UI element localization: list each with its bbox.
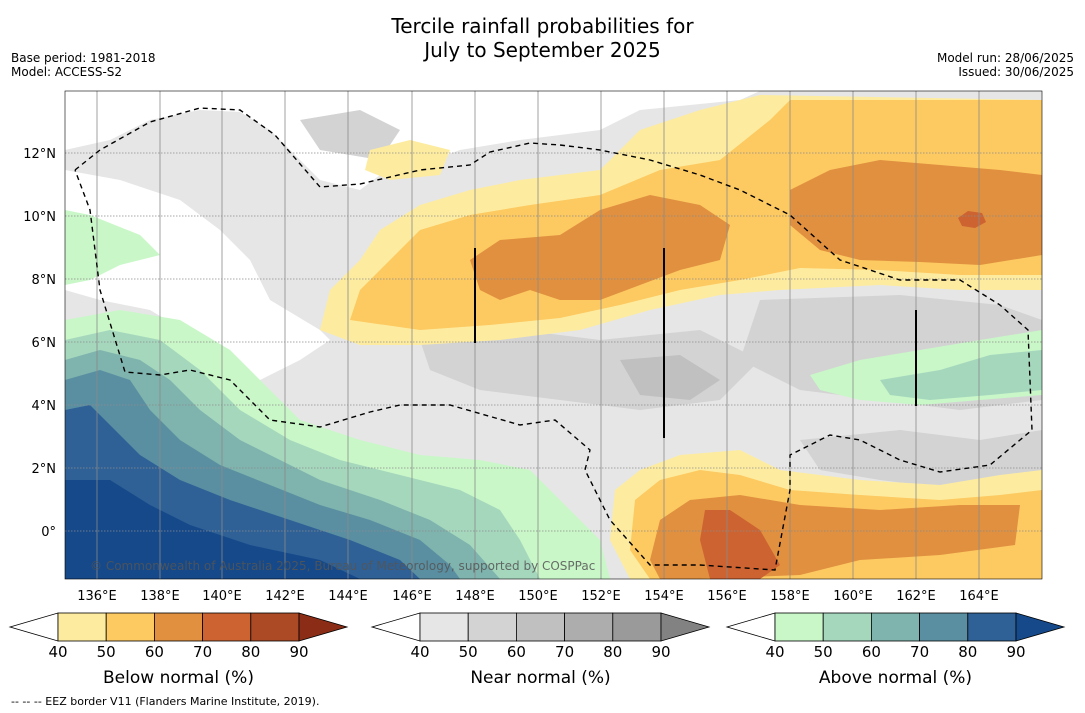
copyright-text: © Commonwealth of Australia 2025, Bureau…	[90, 559, 595, 573]
model-info: Base period: 1981-2018 Model: ACCESS-S2	[11, 51, 156, 79]
colorbar-tick-label: 80	[603, 643, 623, 661]
below-normal-40-north-west	[365, 140, 450, 180]
title-line-1: Tercile rainfall probabilities for	[391, 14, 694, 38]
title-line-2: July to September 2025	[424, 38, 661, 62]
latitude-label: 12°N	[23, 147, 56, 162]
longitude-label: 152°E	[581, 589, 621, 604]
colorbar-segment	[467, 612, 517, 642]
colorbar-tick-label: 40	[765, 643, 785, 661]
near-normal-50-patch	[800, 430, 1042, 490]
latitude-label: 8°N	[32, 273, 57, 288]
latitude-label: 4°N	[32, 399, 57, 414]
latitude-label: 2°N	[32, 462, 57, 477]
colorbar-max-arrow	[298, 612, 349, 642]
colorbar-title: Near normal (%)	[470, 668, 611, 688]
colorbar-segment	[967, 612, 1017, 642]
colorbar-segment	[564, 612, 614, 642]
colorbar-tick-label: 90	[651, 643, 671, 661]
colorbar-max-arrow	[660, 612, 711, 642]
colorbar-segment	[516, 612, 566, 642]
longitude-label: 164°E	[959, 589, 999, 604]
eez-footer-note: -- -- -- EEZ border V11 (Flanders Marine…	[11, 695, 320, 708]
latitude-label: 10°N	[23, 210, 56, 225]
latitude-label: 0°	[41, 525, 56, 540]
longitude-labels: 136°E 138°E 140°E 142°E 144°E 146°E 148°E 150°E…	[77, 589, 999, 604]
model-name: Model: ACCESS-S2	[11, 65, 123, 79]
eez-border	[74, 107, 1033, 571]
colorbar-min-arrow	[370, 612, 421, 642]
colorbar-tick-label: 80	[958, 643, 978, 661]
colorbar-title: Above normal (%)	[818, 668, 973, 688]
colorbar-tick-label: 60	[144, 643, 164, 661]
above-normal-60-east	[880, 350, 1042, 400]
colorbar-max-arrow	[1015, 612, 1066, 642]
colorbar-segment	[919, 612, 969, 642]
colorbar-tick-label: 90	[289, 643, 309, 661]
colorbar-tick-label: 60	[506, 643, 526, 661]
colorbars	[8, 612, 1066, 642]
near-normal-60-patch	[620, 355, 720, 400]
map-field: © Commonwealth of Australia 2025, Bureau…	[65, 91, 1042, 579]
longitude-label: 144°E	[328, 589, 368, 604]
latitude-labels: 12°N 10°N 8°N 6°N 4°N 2°N 0°	[23, 147, 56, 540]
colorbar-tick-label: 70	[910, 643, 930, 661]
longitude-label: 150°E	[518, 589, 558, 604]
colorbar-title: Below normal (%)	[103, 668, 254, 688]
above-normal-50-west	[65, 210, 160, 285]
white-region-north	[65, 91, 760, 190]
above-normal-90plus-south	[65, 480, 360, 579]
colorbar-min-arrow	[725, 612, 776, 642]
below-normal-70-south	[700, 510, 780, 579]
longitude-label: 140°E	[202, 589, 242, 604]
longitude-label: 146°E	[392, 589, 432, 604]
longitude-label: 156°E	[707, 589, 747, 604]
model-run-date: Model run: 28/06/2025	[936, 51, 1074, 65]
colorbar-tick-label: 90	[1006, 643, 1026, 661]
colorbar-segment	[153, 612, 203, 642]
chart-title: Tercile rainfall probabilities for July …	[0, 14, 1085, 62]
colorbar-segment	[871, 612, 921, 642]
colorbar	[370, 612, 711, 642]
colorbar-tick-label: 50	[458, 643, 478, 661]
colorbar-tick-label: 80	[241, 643, 261, 661]
colorbar-tick-label: 70	[555, 643, 575, 661]
longitude-label: 136°E	[77, 589, 117, 604]
base-period: Base period: 1981-2018	[11, 51, 156, 65]
longitude-label: 162°E	[896, 589, 936, 604]
longitude-label: 160°E	[833, 589, 873, 604]
colorbar-segment	[774, 612, 824, 642]
near-normal-50-patch	[300, 110, 400, 160]
colorbar-segment	[250, 612, 300, 642]
white-region-west	[65, 170, 330, 380]
colorbar-tick-label: 40	[48, 643, 68, 661]
colorbar-tick-label: 70	[193, 643, 213, 661]
colorbar	[8, 612, 349, 642]
colorbar-segment	[822, 612, 872, 642]
colorbar-min-arrow	[8, 612, 59, 642]
issued-date: Issued: 30/06/2025	[958, 65, 1074, 79]
longitude-label: 148°E	[455, 589, 495, 604]
longitude-label: 154°E	[644, 589, 684, 604]
colorbar-tick-label: 40	[410, 643, 430, 661]
colorbar	[725, 612, 1066, 642]
colorbar-segment	[612, 612, 662, 642]
graticule	[65, 152, 1042, 532]
longitude-label: 158°E	[770, 589, 810, 604]
map-frame	[64, 90, 1043, 580]
colorbar-segment	[57, 612, 107, 642]
colorbar-segment	[419, 612, 469, 642]
colorbar-tick-label: 60	[861, 643, 881, 661]
latitude-label: 6°N	[32, 336, 57, 351]
colorbar-segment	[202, 612, 252, 642]
longitude-label: 142°E	[265, 589, 305, 604]
run-info: Model run: 28/06/2025 Issued: 30/06/2025	[937, 51, 1074, 79]
colorbar-tick-label: 50	[96, 643, 116, 661]
colorbar-segment	[105, 612, 155, 642]
colorbar-tick-label: 50	[813, 643, 833, 661]
longitude-label: 138°E	[140, 589, 180, 604]
meridians	[96, 91, 980, 579]
